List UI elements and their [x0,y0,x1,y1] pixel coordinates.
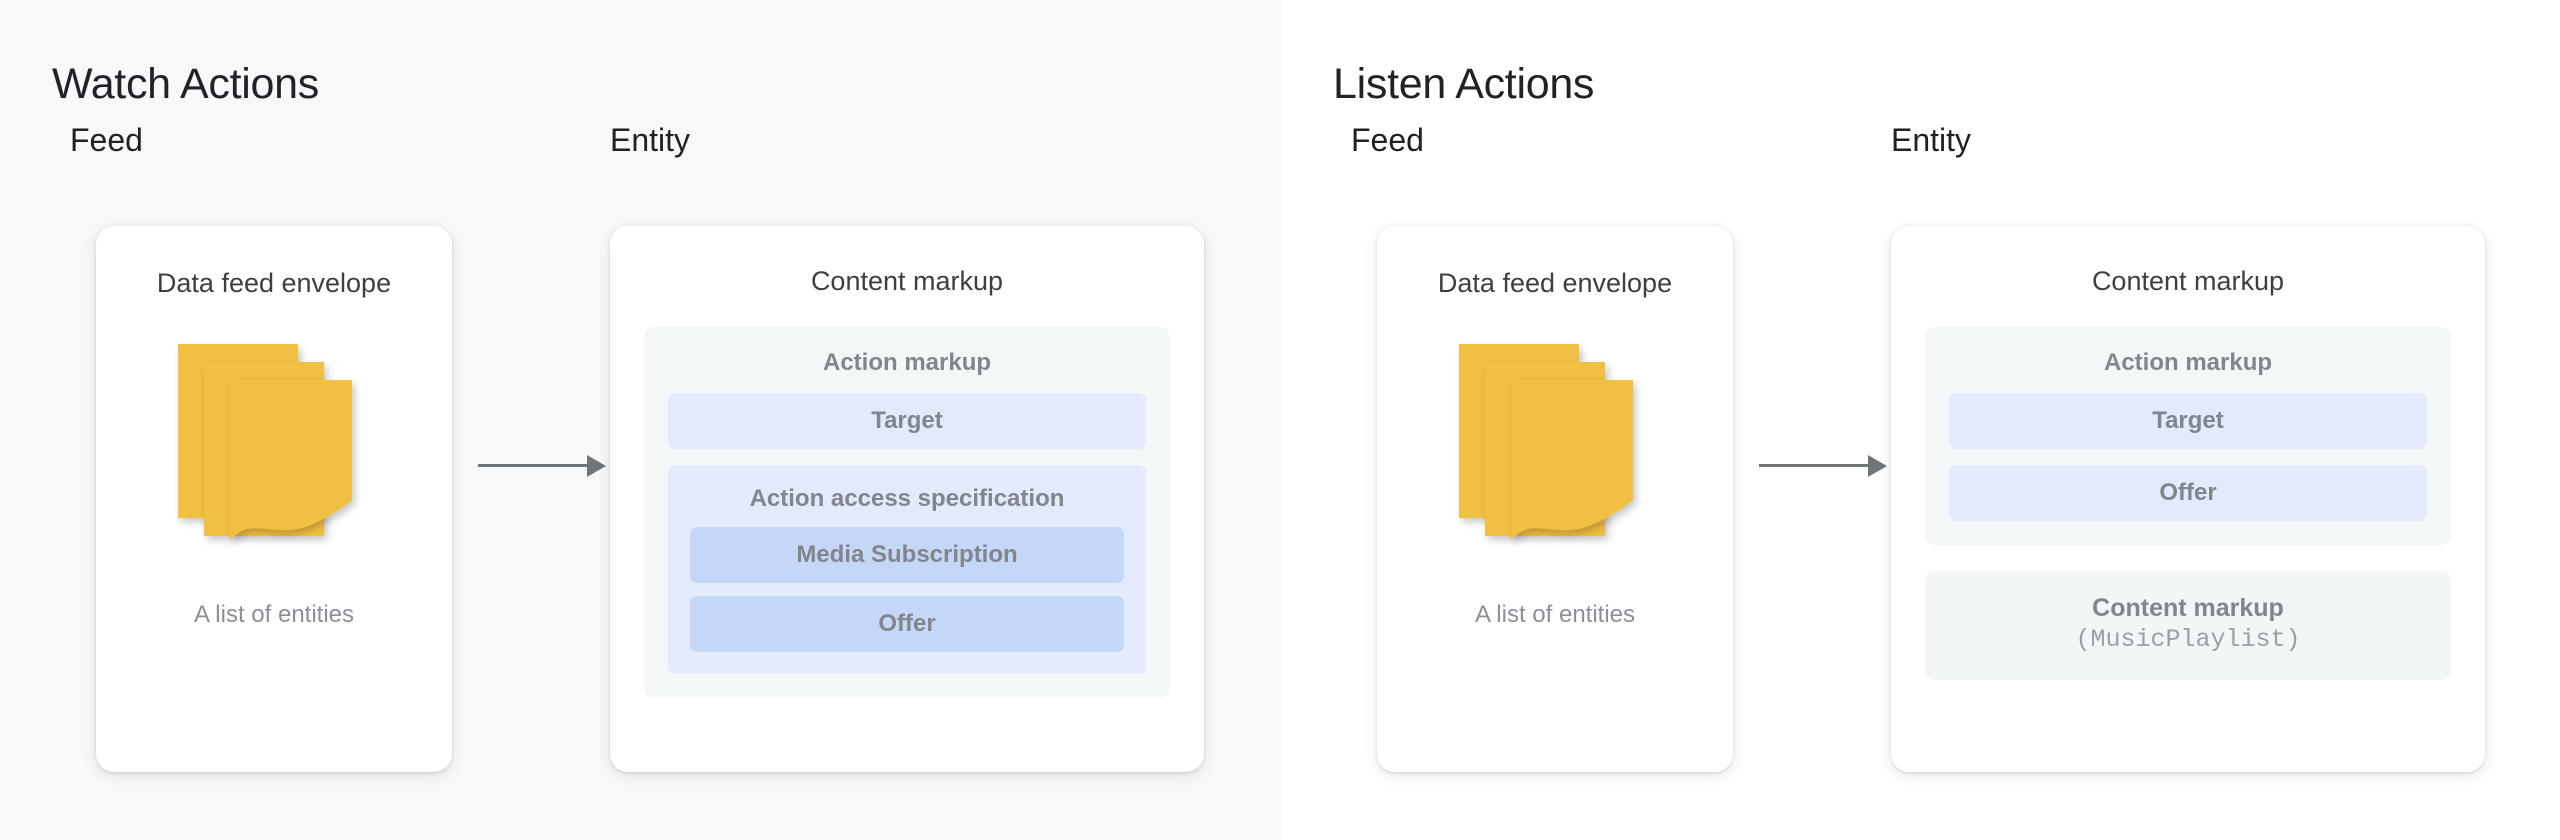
spacer [1925,545,2451,571]
action-access-specification-box-watch: Action access specification Media Subscr… [668,465,1146,674]
document-stack-icon [174,340,374,558]
action-markup-label-watch: Action markup [822,349,992,376]
arrow-head [1868,455,1887,477]
column-label-entity-listen: Entity [1891,122,1972,158]
feed-card-title-watch: Data feed envelope [156,268,392,298]
entity-card-title-watch: Content markup [810,266,1004,296]
document-stack-icon [1455,340,1655,558]
feed-icon-wrap-watch [96,299,452,599]
entity-card-title-listen: Content markup [2091,266,2285,296]
panel-title-listen-actions: Listen Actions [1333,60,1595,108]
action-access-specification-label-watch: Action access specification [749,485,1065,512]
chip-target-watch[interactable]: Target [668,393,1146,449]
feed-card-caption-listen: A list of entities [1474,601,1636,628]
chip-offer-watch[interactable]: Offer [690,596,1124,652]
spacer [690,583,1124,596]
column-label-feed-listen: Feed [1351,122,1424,158]
arrow-right-icon [478,455,606,477]
feed-card-watch[interactable]: Data feed envelope [96,226,452,772]
arrow-right-icon [1759,455,1887,477]
column-label-feed-watch: Feed [70,122,143,158]
entity-card-watch[interactable]: Content markup Action markup Target Acti… [610,226,1204,772]
content-markup-type-listen: (MusicPlaylist) [2075,625,2301,655]
content-markup-label-listen: Content markup [2092,594,2284,622]
action-markup-box-watch: Action markup Target Action access speci… [644,327,1170,698]
arrow-shaft [1759,464,1869,467]
chip-offer-listen[interactable]: Offer [1949,465,2427,521]
entity-card-listen[interactable]: Content markup Action markup Target Offe… [1891,226,2485,772]
action-markup-box-listen: Action markup Target Offer [1925,327,2451,545]
spacer [668,449,1146,465]
spacer [1949,449,2427,465]
feed-card-listen[interactable]: Data feed envelope [1377,226,1733,772]
column-label-entity-watch: Entity [610,122,691,158]
panel-watch-actions: Watch Actions Feed Entity Data feed enve… [52,60,1204,772]
feed-card-caption-watch: A list of entities [193,601,355,628]
action-markup-label-listen: Action markup [2103,349,2273,376]
content-markup-box-listen: Content markup (MusicPlaylist) [1925,571,2451,680]
feed-icon-wrap-listen [1377,299,1733,599]
arrow-head [587,455,606,477]
panel-title-watch-actions: Watch Actions [52,60,319,108]
chip-media-subscription-watch[interactable]: Media Subscription [690,527,1124,583]
arrow-shaft [478,464,588,467]
panel-listen-actions: Listen Actions Feed Entity Data feed env… [1281,0,2560,840]
feed-card-title-listen: Data feed envelope [1437,268,1673,298]
chip-target-listen[interactable]: Target [1949,393,2427,449]
